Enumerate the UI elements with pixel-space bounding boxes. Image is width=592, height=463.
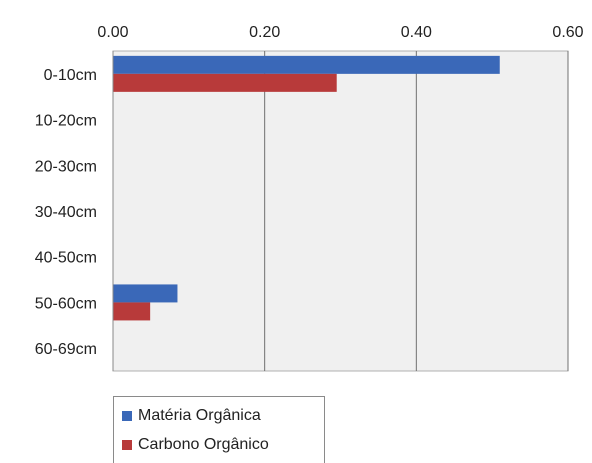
- bar: [113, 55, 500, 74]
- legend-label-carbono-organico: Carbono Orgânico: [138, 435, 269, 453]
- y-axis-categories: 0-10cm 10-20cm 20-30cm 30-40cm 40-50cm 50-60c…: [35, 67, 97, 358]
- y-category-label: 40-50cm: [35, 250, 97, 267]
- x-tick-label: 0.20: [249, 24, 280, 41]
- y-category-label: 10-20cm: [35, 113, 97, 130]
- y-category-label: 30-40cm: [35, 204, 97, 221]
- legend: Matéria Orgânica Carbono Orgânico: [113, 396, 325, 463]
- x-axis-ticks: 0.00 0.20 0.40 0.60: [97, 24, 583, 41]
- legend-item-materia-organica: Matéria Orgânica: [122, 401, 324, 430]
- legend-swatch-carbono-organico: [122, 439, 132, 450]
- y-category-label: 0-10cm: [44, 67, 97, 84]
- x-tick-label: 0.40: [401, 24, 432, 41]
- x-tick-label: 0.60: [552, 24, 583, 41]
- x-tick-label: 0.00: [97, 24, 128, 41]
- legend-item-carbono-organico: Carbono Orgânico: [122, 430, 324, 459]
- y-category-label: 50-60cm: [35, 295, 97, 312]
- y-category-label: 60-69cm: [35, 341, 97, 358]
- y-category-label: 20-30cm: [35, 158, 97, 175]
- plot-area: [112, 50, 569, 372]
- legend-label-materia-organica: Matéria Orgânica: [138, 406, 261, 424]
- legend-swatch-materia-organica: [122, 410, 132, 421]
- gridlines: [264, 51, 569, 371]
- bars: [113, 55, 500, 321]
- bar: [113, 284, 178, 303]
- bar: [113, 302, 151, 321]
- bar: [113, 73, 337, 92]
